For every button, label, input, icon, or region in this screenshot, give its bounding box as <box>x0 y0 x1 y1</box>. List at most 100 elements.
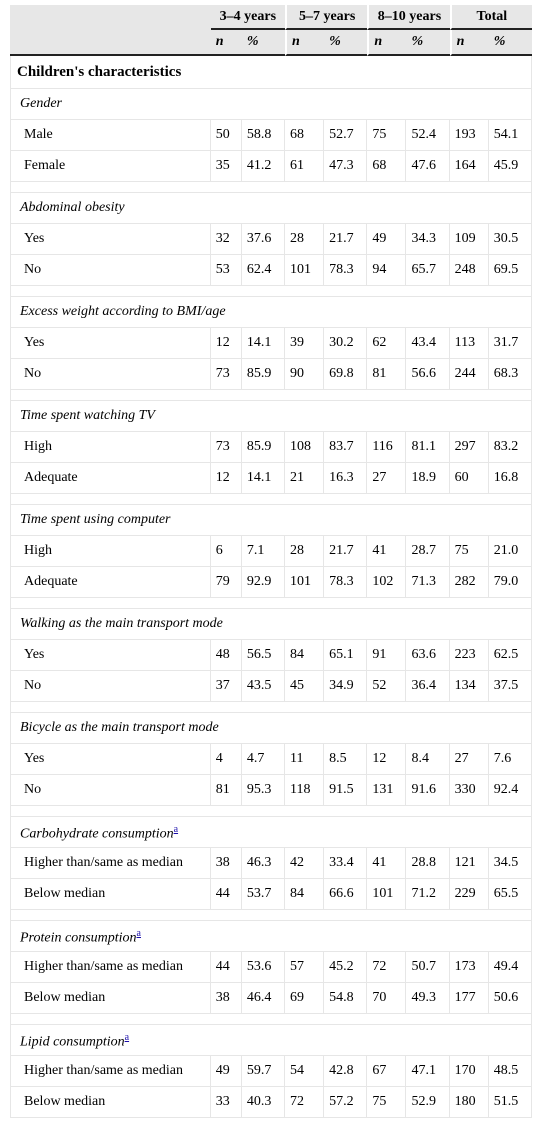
cell-count: 101 <box>285 255 325 286</box>
table-row: Yes 32 37.6 28 21.7 49 34.3 109 30.5 <box>10 224 532 255</box>
cell-count: 180 <box>449 1087 489 1118</box>
cell-percent: 41.2 <box>241 151 286 182</box>
cell-percent: 28.7 <box>406 536 450 567</box>
cell-count: 48 <box>210 640 242 671</box>
cell-count: 116 <box>367 432 407 463</box>
spacer-row <box>10 390 532 401</box>
cell-count: 11 <box>285 744 325 775</box>
category-title: Carbohydrate consumptiona <box>10 817 532 848</box>
header-group: 5–7 years <box>285 5 368 30</box>
cell-percent: 54.1 <box>488 120 532 151</box>
cell-count: 27 <box>367 463 407 494</box>
row-label: Adequate <box>10 567 211 598</box>
cell-percent: 68.3 <box>488 359 532 390</box>
table-row: Below median 33 40.3 72 57.2 75 52.9 180 51.5 <box>10 1087 532 1118</box>
row-label: Higher than/same as median <box>10 848 211 879</box>
cell-percent: 83.2 <box>488 432 532 463</box>
row-label: No <box>10 775 211 806</box>
cell-percent: 14.1 <box>241 328 286 359</box>
row-label: Yes <box>10 744 211 775</box>
category-title-text: Bicycle as the main transport mode <box>20 720 219 735</box>
cell-count: 69 <box>285 983 325 1014</box>
cell-percent: 85.9 <box>241 359 286 390</box>
cell-percent: 52.7 <box>324 120 368 151</box>
cell-percent: 53.6 <box>241 952 286 983</box>
row-label: Below median <box>10 879 211 910</box>
cell-count: 12 <box>210 328 242 359</box>
cell-percent: 78.3 <box>324 567 368 598</box>
category-title: Gender <box>10 89 532 120</box>
cell-percent: 33.4 <box>324 848 368 879</box>
cell-count: 84 <box>285 640 325 671</box>
table-row: Higher than/same as median 49 59.7 54 42.8 67… <box>10 1056 532 1087</box>
table-row: Yes 48 56.5 84 65.1 91 63.6 223 62.5 <box>10 640 532 671</box>
cell-count: 4 <box>210 744 242 775</box>
cell-percent: 62.5 <box>488 640 532 671</box>
cell-count: 57 <box>285 952 325 983</box>
cell-count: 79 <box>210 567 242 598</box>
table-header: 3–4 years 5–7 years 8–10 years Total n %… <box>10 5 532 56</box>
cell-percent: 16.3 <box>324 463 368 494</box>
cell-percent: 65.1 <box>324 640 368 671</box>
footnote-marker: a <box>137 926 141 939</box>
cell-percent: 52.4 <box>406 120 450 151</box>
table-row: Yes 12 14.1 39 30.2 62 43.4 113 31.7 <box>10 328 532 359</box>
footnote-link[interactable]: a <box>173 823 179 835</box>
cell-percent: 57.2 <box>324 1087 368 1118</box>
cell-percent: 8.4 <box>406 744 450 775</box>
row-label: Yes <box>10 224 211 255</box>
footnote-link[interactable]: a <box>136 927 141 939</box>
category-title: Walking as the main transport mode <box>10 609 532 640</box>
cell-count: 109 <box>449 224 489 255</box>
cell-count: 41 <box>367 848 407 879</box>
cell-percent: 4.7 <box>241 744 286 775</box>
cell-percent: 51.5 <box>488 1087 532 1118</box>
cell-percent: 54.8 <box>324 983 368 1014</box>
row-label: Higher than/same as median <box>10 1056 211 1087</box>
category-title-text: Abdominal obesity <box>20 200 125 215</box>
cell-percent: 45.9 <box>488 151 532 182</box>
cell-percent: 43.4 <box>406 328 450 359</box>
category-title: Abdominal obesity <box>10 193 532 224</box>
cell-percent: 49.3 <box>406 983 450 1014</box>
header-percent: % <box>406 30 450 56</box>
table-row: High 6 7.1 28 21.7 41 28.7 75 21.0 <box>10 536 532 567</box>
cell-count: 75 <box>367 1087 407 1118</box>
cell-percent: 92.9 <box>241 567 286 598</box>
cell-count: 282 <box>449 567 489 598</box>
cell-count: 28 <box>285 224 325 255</box>
category-title: Lipid consumptiona <box>10 1025 532 1056</box>
spacer-row <box>10 494 532 505</box>
cell-percent: 56.6 <box>406 359 450 390</box>
cell-percent: 65.7 <box>406 255 450 286</box>
cell-percent: 91.5 <box>324 775 368 806</box>
cell-percent: 14.1 <box>241 463 286 494</box>
cell-percent: 56.5 <box>241 640 286 671</box>
cell-count: 73 <box>210 359 242 390</box>
cell-percent: 46.3 <box>241 848 286 879</box>
cell-count: 41 <box>367 536 407 567</box>
cell-count: 37 <box>210 671 242 702</box>
cell-percent: 30.2 <box>324 328 368 359</box>
cell-count: 12 <box>210 463 242 494</box>
cell-count: 193 <box>449 120 489 151</box>
cell-percent: 71.2 <box>406 879 450 910</box>
cell-count: 62 <box>367 328 407 359</box>
cell-count: 94 <box>367 255 407 286</box>
cell-count: 45 <box>285 671 325 702</box>
cell-percent: 30.5 <box>488 224 532 255</box>
cell-count: 52 <box>367 671 407 702</box>
cell-count: 118 <box>285 775 325 806</box>
cell-percent: 42.8 <box>324 1056 368 1087</box>
category-title: Excess weight according to BMI/age <box>10 297 532 328</box>
footnote-link[interactable]: a <box>124 1031 130 1043</box>
table-row: No 73 85.9 90 69.8 81 56.6 244 68.3 <box>10 359 532 390</box>
table-row: High 73 85.9 108 83.7 116 81.1 297 83.2 <box>10 432 532 463</box>
table-row: Higher than/same as median 38 46.3 42 33.4 41… <box>10 848 532 879</box>
cell-count: 38 <box>210 848 242 879</box>
cell-count: 70 <box>367 983 407 1014</box>
table-row: No 81 95.3 118 91.5 131 91.6 330 92.4 <box>10 775 532 806</box>
category-title: Time spent using computer <box>10 505 532 536</box>
header-group: 3–4 years <box>210 5 286 30</box>
table-container: 3–4 years 5–7 years 8–10 years Total n %… <box>10 5 532 1118</box>
